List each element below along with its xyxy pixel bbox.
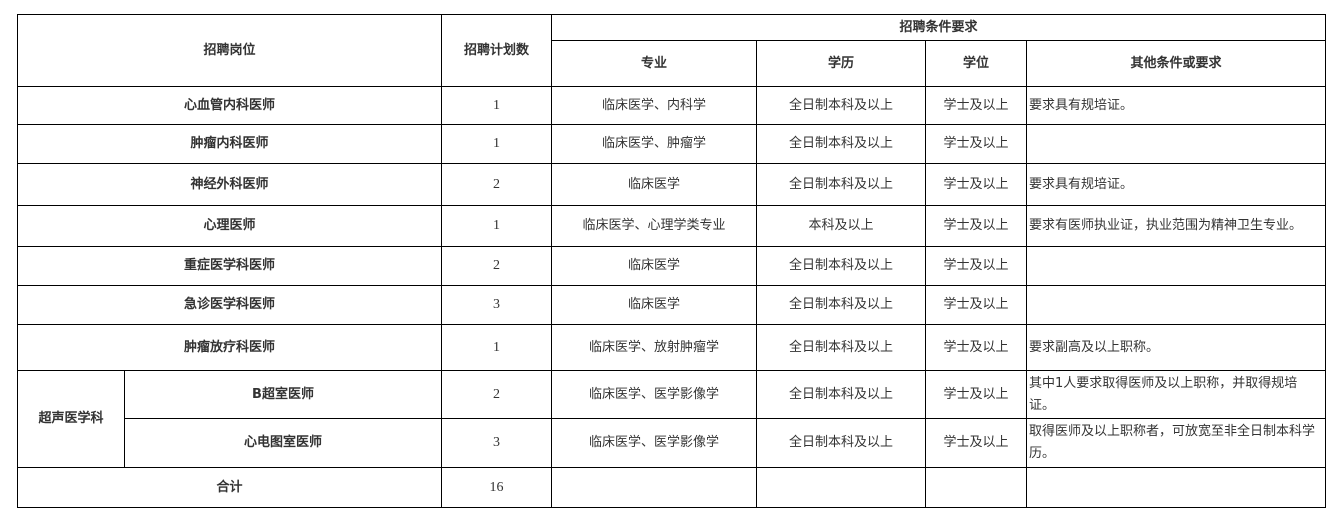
other-requirements-cell: 要求副高及以上职称。 bbox=[1026, 324, 1327, 371]
total-label: 合计 bbox=[16, 467, 443, 508]
table-row: 重症医学科医师 2 临床医学 全日制本科及以上 学士及以上 bbox=[16, 246, 1327, 286]
other-requirements-cell: 取得医师及以上职称者，可放宽至非全日制本科学历。 bbox=[1026, 418, 1327, 468]
degree-cell: 学士及以上 bbox=[925, 86, 1028, 125]
table-row: 神经外科医师 2 临床医学 全日制本科及以上 学士及以上 要求具有规培证。 bbox=[16, 163, 1327, 206]
other-requirements-cell: 要求有医师执业证，执业范围为精神卫生专业。 bbox=[1026, 205, 1327, 247]
plan-count-cell: 1 bbox=[441, 124, 553, 164]
table-row: 肿瘤内科医师 1 临床医学、肿瘤学 全日制本科及以上 学士及以上 bbox=[16, 124, 1327, 164]
education-cell: 本科及以上 bbox=[756, 205, 927, 247]
empty-cell bbox=[756, 467, 927, 508]
other-requirements-cell: 要求具有规培证。 bbox=[1026, 163, 1327, 206]
empty-cell bbox=[551, 467, 758, 508]
major-cell: 临床医学 bbox=[551, 246, 758, 286]
table-row: 心理医师 1 临床医学、心理学类专业 本科及以上 学士及以上 要求有医师执业证，执业范围为… bbox=[16, 205, 1327, 247]
recruitment-table: 招聘岗位 招聘计划数 招聘条件要求 专业 学历 学位 其他条件或要求 心血管内科… bbox=[16, 14, 1327, 508]
table-row: 心血管内科医师 1 临床医学、内科学 全日制本科及以上 学士及以上 要求具有规培证。 bbox=[16, 86, 1327, 125]
total-row: 合计 16 bbox=[16, 467, 1327, 508]
position-cell: 肿瘤放疗科医师 bbox=[16, 324, 443, 371]
major-cell: 临床医学、心理学类专业 bbox=[551, 205, 758, 247]
table-row: 心电图室医师 3 临床医学、医学影像学 全日制本科及以上 学士及以上 取得医师及以上职称者… bbox=[18, 418, 1327, 468]
department-group-cell: 超声医学科 bbox=[17, 370, 125, 468]
education-cell: 全日制本科及以上 bbox=[756, 163, 927, 206]
plan-count-cell: 3 bbox=[441, 285, 553, 325]
position-cell: 神经外科医师 bbox=[16, 163, 443, 206]
plan-count-cell: 3 bbox=[441, 418, 553, 468]
major-cell: 临床医学 bbox=[551, 285, 758, 325]
total-count: 16 bbox=[441, 467, 553, 508]
other-requirements-cell bbox=[1026, 124, 1327, 164]
table-row: 肿瘤放疗科医师 1 临床医学、放射肿瘤学 全日制本科及以上 学士及以上 要求副高及以上职称… bbox=[16, 324, 1327, 371]
education-cell: 全日制本科及以上 bbox=[756, 370, 927, 419]
degree-cell: 学士及以上 bbox=[925, 418, 1028, 468]
plan-count-cell: 1 bbox=[441, 86, 553, 125]
plan-count-cell: 2 bbox=[441, 163, 553, 206]
header-major: 专业 bbox=[551, 40, 758, 87]
header-requirements: 招聘条件要求 bbox=[551, 14, 1327, 41]
position-cell: 肿瘤内科医师 bbox=[16, 124, 443, 164]
other-requirements-cell bbox=[1026, 285, 1327, 325]
education-cell: 全日制本科及以上 bbox=[756, 124, 927, 164]
position-cell: 重症医学科医师 bbox=[16, 246, 443, 286]
plan-count-cell: 1 bbox=[441, 324, 553, 371]
degree-cell: 学士及以上 bbox=[925, 124, 1028, 164]
other-requirements-cell: 要求具有规培证。 bbox=[1026, 86, 1327, 125]
header-education: 学历 bbox=[756, 40, 927, 87]
major-cell: 临床医学、医学影像学 bbox=[551, 418, 758, 468]
table-row: 急诊医学科医师 3 临床医学 全日制本科及以上 学士及以上 bbox=[16, 285, 1327, 325]
education-cell: 全日制本科及以上 bbox=[756, 285, 927, 325]
header-degree: 学位 bbox=[925, 40, 1028, 87]
plan-count-cell: 2 bbox=[441, 246, 553, 286]
position-cell: 心理医师 bbox=[16, 205, 443, 247]
table-row: 超声医学科 B超室医师 2 临床医学、医学影像学 全日制本科及以上 学士及以上 其中1人要求… bbox=[17, 370, 1327, 468]
position-cell: 急诊医学科医师 bbox=[16, 285, 443, 325]
degree-cell: 学士及以上 bbox=[925, 246, 1028, 286]
header-position: 招聘岗位 bbox=[16, 14, 443, 87]
education-cell: 全日制本科及以上 bbox=[756, 418, 927, 468]
degree-cell: 学士及以上 bbox=[925, 285, 1028, 325]
major-cell: 临床医学 bbox=[551, 163, 758, 206]
major-cell: 临床医学、放射肿瘤学 bbox=[551, 324, 758, 371]
empty-cell bbox=[925, 467, 1028, 508]
education-cell: 全日制本科及以上 bbox=[756, 246, 927, 286]
header-plan-count: 招聘计划数 bbox=[441, 14, 553, 87]
plan-count-cell: 2 bbox=[441, 370, 553, 419]
education-cell: 全日制本科及以上 bbox=[756, 324, 927, 371]
degree-cell: 学士及以上 bbox=[925, 370, 1028, 419]
major-cell: 临床医学、医学影像学 bbox=[551, 370, 758, 419]
major-cell: 临床医学、内科学 bbox=[551, 86, 758, 125]
degree-cell: 学士及以上 bbox=[925, 205, 1028, 247]
degree-cell: 学士及以上 bbox=[925, 163, 1028, 206]
other-requirements-cell: 其中1人要求取得医师及以上职称，并取得规培证。 bbox=[1026, 370, 1327, 419]
degree-cell: 学士及以上 bbox=[925, 324, 1028, 371]
other-requirements-cell bbox=[1026, 246, 1327, 286]
plan-count-cell: 1 bbox=[441, 205, 553, 247]
empty-cell bbox=[1026, 467, 1327, 508]
position-cell: 心电图室医师 bbox=[123, 418, 443, 468]
header-other: 其他条件或要求 bbox=[1026, 40, 1327, 87]
major-cell: 临床医学、肿瘤学 bbox=[551, 124, 758, 164]
education-cell: 全日制本科及以上 bbox=[756, 86, 927, 125]
position-cell: B超室医师 bbox=[123, 370, 443, 419]
position-cell: 心血管内科医师 bbox=[16, 86, 443, 125]
